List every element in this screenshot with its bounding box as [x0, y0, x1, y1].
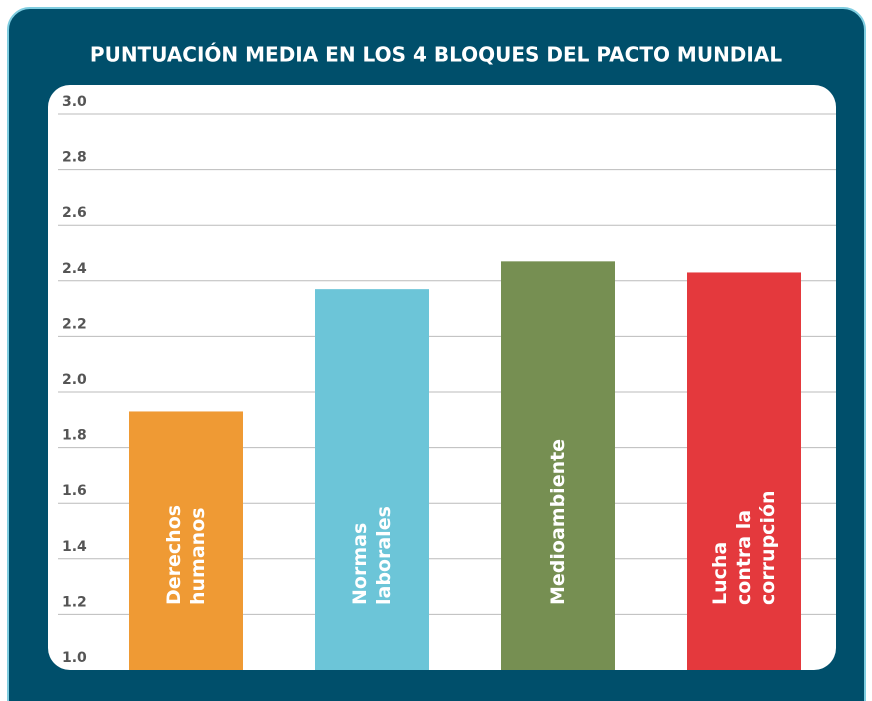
y-tick-label: 1.2	[62, 594, 87, 610]
y-tick-label: 2.2	[62, 316, 87, 332]
category-label: Derechos humanos	[163, 504, 209, 605]
y-tick-label: 1.8	[62, 428, 87, 444]
plot-area	[48, 85, 836, 670]
y-tick-label: 1.4	[62, 539, 87, 555]
y-tick-label: 2.4	[62, 261, 87, 277]
bar	[687, 272, 801, 670]
y-tick-label: 1.6	[62, 483, 87, 499]
bar	[315, 289, 429, 670]
bar	[501, 261, 615, 670]
category-label: Normas laborales	[349, 506, 395, 605]
category-label: Lucha contra la corrupción	[709, 490, 779, 605]
y-tick-label: 2.6	[62, 205, 87, 221]
chart-title: PUNTUACIÓN MEDIA EN LOS 4 BLOQUES DEL PA…	[90, 43, 782, 67]
category-label: Medioambiente	[547, 438, 569, 605]
y-tick-label: 2.0	[62, 372, 87, 388]
y-tick-label: 3.0	[62, 94, 87, 110]
y-tick-label: 2.8	[62, 150, 87, 166]
y-tick-label: 1.0	[62, 650, 87, 666]
bar	[129, 411, 243, 670]
